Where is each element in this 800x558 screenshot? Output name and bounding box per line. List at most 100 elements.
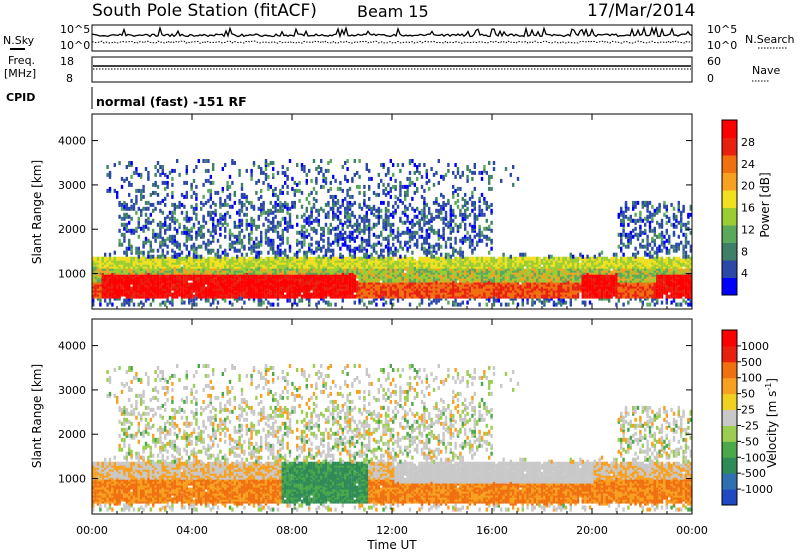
heatmap-cell — [126, 227, 128, 231]
heatmap-cell — [315, 177, 317, 181]
heatmap-cell — [301, 233, 303, 237]
heatmap-cell — [150, 241, 152, 245]
heatmap-cell — [176, 241, 178, 245]
heatmap-cell — [447, 237, 449, 241]
heatmap-cell — [229, 301, 231, 305]
heatmap-cell — [435, 231, 437, 235]
heatmap-cell — [130, 229, 132, 233]
heatmap-cell — [147, 201, 149, 205]
heatmap-cell — [298, 241, 300, 245]
heatmap-cell — [121, 303, 123, 307]
heatmap-cell — [390, 247, 392, 251]
heatmap-cell — [382, 225, 384, 229]
heatmap-cell — [409, 257, 411, 261]
heatmap-cell — [342, 255, 344, 259]
heatmap-cell — [354, 295, 356, 299]
heatmap-cell — [236, 281, 238, 285]
heatmap-cell — [368, 219, 370, 223]
heatmap-cell — [214, 213, 216, 217]
heatmap-cell — [344, 175, 346, 179]
heatmap-cell — [471, 243, 473, 247]
heatmap-cell — [476, 269, 478, 273]
heatmap-cell — [402, 163, 404, 167]
heatmap-cell — [378, 193, 380, 197]
heatmap-cell — [142, 251, 144, 255]
heatmap-cell — [370, 301, 372, 305]
heatmap-cell — [306, 251, 308, 255]
heatmap-cell — [421, 227, 423, 231]
heatmap-cell — [195, 213, 197, 217]
heatmap-cell — [392, 257, 394, 261]
heatmap-cell — [411, 235, 413, 239]
heatmap-cell — [346, 219, 348, 223]
heatmap-cell — [337, 291, 339, 295]
heatmap-cell — [481, 213, 483, 217]
heatmap-cell — [349, 269, 351, 273]
heatmap-cell — [339, 247, 341, 251]
heatmap-cell — [306, 229, 308, 233]
heatmap-cell — [195, 297, 197, 301]
heatmap-cell — [303, 239, 305, 243]
heatmap-cell — [450, 243, 452, 247]
heatmap-cell — [195, 217, 197, 221]
heatmap-cell — [169, 289, 171, 293]
heatmap-cell — [442, 237, 444, 241]
heatmap-cell — [176, 205, 178, 209]
heatmap-cell — [241, 245, 243, 249]
heatmap-cell — [344, 241, 346, 245]
heatmap-cell — [308, 169, 310, 173]
heatmap-cell — [418, 211, 420, 215]
heatmap-cell — [474, 257, 476, 261]
heatmap-cell — [178, 277, 180, 281]
heatmap-cell — [337, 283, 339, 287]
heatmap-cell — [474, 187, 476, 191]
heatmap-cell — [260, 251, 262, 255]
heatmap-cell — [183, 217, 185, 221]
heatmap-cell — [315, 241, 317, 245]
heatmap-cell — [375, 235, 377, 239]
heatmap-cell — [454, 299, 456, 303]
heatmap-cell — [162, 223, 164, 227]
heatmap-cell — [426, 233, 428, 237]
heatmap-cell — [246, 227, 248, 231]
heatmap-cell — [414, 235, 416, 239]
heatmap-cell — [140, 257, 142, 261]
heatmap-cell — [344, 197, 346, 201]
heatmap-cell — [145, 207, 147, 211]
heatmap-cell — [404, 255, 406, 259]
heatmap-cell — [207, 249, 209, 253]
heatmap-cell — [294, 201, 296, 205]
heatmap-cell — [212, 163, 214, 167]
heatmap-cell — [315, 167, 317, 171]
heatmap-cell — [306, 221, 308, 225]
heatmap-cell — [454, 249, 456, 253]
heatmap-cell — [411, 159, 413, 163]
heatmap-cell — [258, 267, 260, 271]
heatmap-cell — [462, 261, 464, 265]
heatmap-cell — [296, 255, 298, 259]
heatmap-cell — [469, 197, 471, 201]
heatmap-cell — [164, 217, 166, 221]
heatmap-cell — [452, 209, 454, 213]
heatmap-cell — [126, 203, 128, 207]
heatmap-cell — [116, 195, 118, 199]
heatmap-cell — [450, 237, 452, 241]
heatmap-cell — [298, 249, 300, 253]
heatmap-cell — [255, 225, 257, 229]
heatmap-cell — [474, 225, 476, 229]
heatmap-cell — [459, 213, 461, 217]
heatmap-cell — [241, 253, 243, 257]
heatmap-cell — [166, 251, 168, 255]
heatmap-cell — [342, 199, 344, 203]
heatmap-cell — [246, 213, 248, 217]
heatmap-cell — [174, 285, 176, 289]
heatmap-cell — [121, 289, 123, 293]
heatmap-cell — [450, 223, 452, 227]
heatmap-cell — [286, 185, 288, 189]
heatmap-cell — [145, 237, 147, 241]
heatmap-cell — [486, 171, 488, 175]
heatmap-cell — [421, 257, 423, 261]
heatmap-cell — [387, 191, 389, 195]
heatmap-cell — [363, 215, 365, 219]
heatmap-cell — [181, 299, 183, 303]
